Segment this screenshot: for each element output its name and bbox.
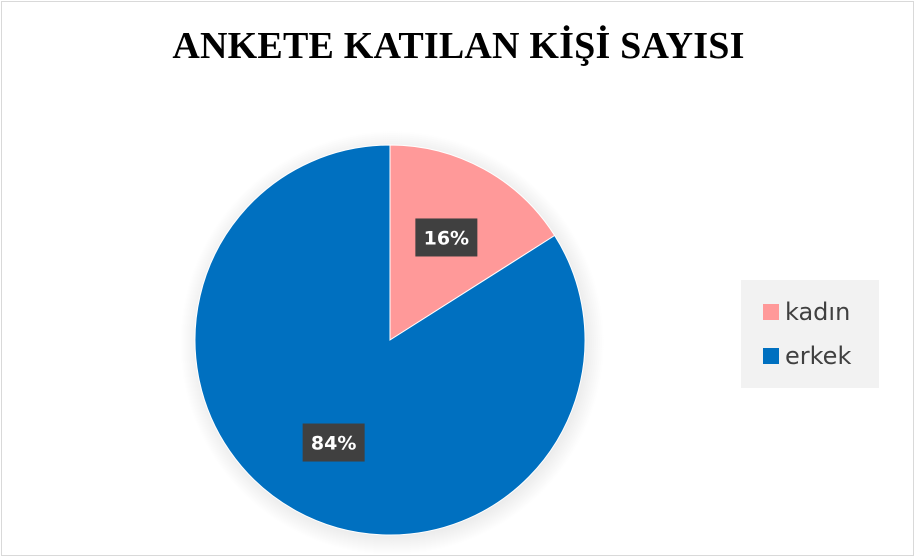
chart-title: ANKETE KATILAN KİŞİ SAYISI [172, 25, 745, 67]
data-label-text-kadin: 16% [424, 227, 469, 249]
pie-slice-erkek [194, 144, 586, 536]
data-label-kadin: 16% [415, 218, 478, 257]
data-label-box-kadin [415, 218, 478, 257]
legend-label-erkek: erkek [785, 342, 852, 370]
legend-label-kadin: kadın [785, 298, 851, 326]
legend: kadın erkek [741, 280, 879, 388]
legend-swatch-kadin [763, 304, 779, 320]
pie-data-labels: 16% 84% [302, 218, 478, 462]
data-label-box-erkek [302, 423, 365, 462]
legend-swatch-erkek [763, 348, 779, 364]
legend-item-erkek: erkek [741, 334, 879, 378]
data-label-erkek: 84% [302, 423, 365, 462]
legend-item-kadin: kadın [741, 290, 879, 334]
pie-slices [194, 144, 586, 536]
data-label-text-erkek: 84% [311, 433, 356, 455]
